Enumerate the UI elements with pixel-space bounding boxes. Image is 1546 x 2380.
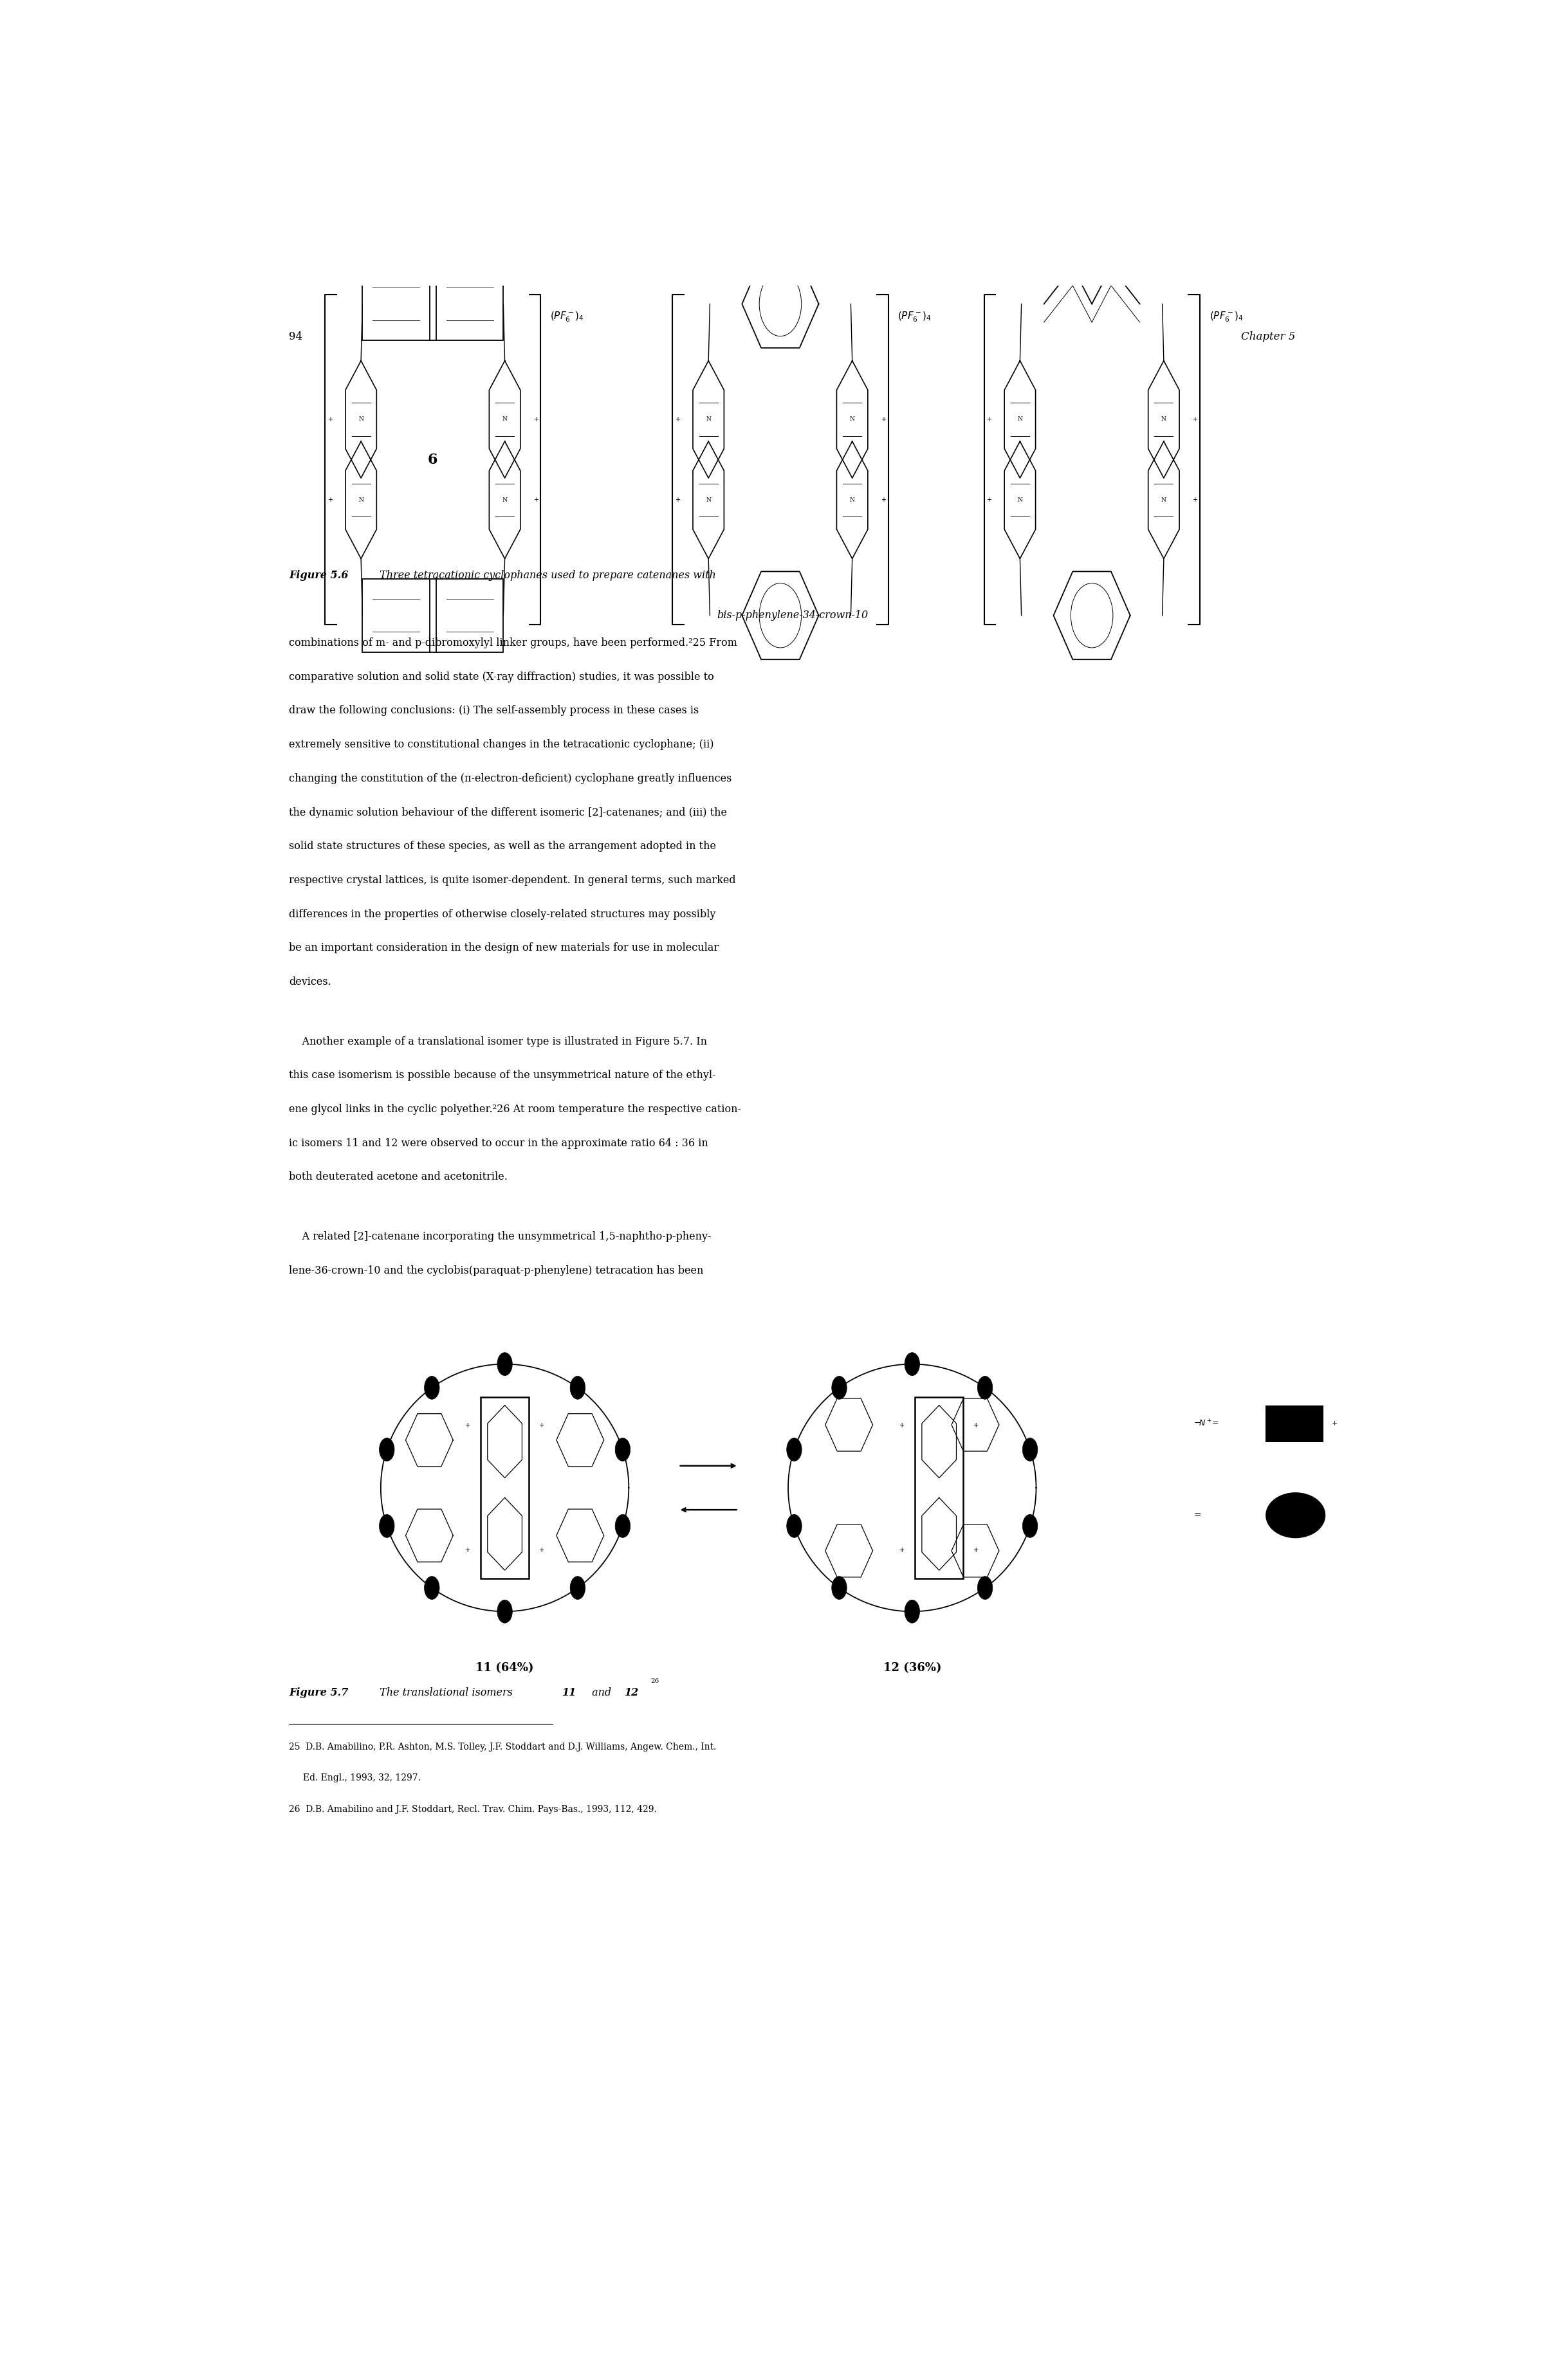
Circle shape [1022,1514,1037,1537]
Circle shape [1022,1438,1037,1461]
Text: +: + [1192,416,1198,424]
Circle shape [977,1576,993,1599]
Circle shape [977,1376,993,1399]
Text: this case isomerism is possible because of the unsymmetrical nature of the ethyl: this case isomerism is possible because … [289,1071,716,1081]
Bar [481,1397,529,1578]
Text: N: N [359,497,363,502]
Text: Three tetracationic cyclophanes used to prepare catenanes with: Three tetracationic cyclophanes used to … [377,569,716,581]
Circle shape [498,1352,512,1376]
Circle shape [904,1352,920,1376]
Text: ene glycol links in the cyclic polyether.²26 At room temperature the respective : ene glycol links in the cyclic polyether… [289,1104,742,1114]
Circle shape [570,1576,586,1599]
Bar [915,1397,963,1578]
Text: N: N [502,497,507,502]
Text: extremely sensitive to constitutional changes in the tetracationic cyclophane; (: extremely sensitive to constitutional ch… [289,740,714,750]
Text: A related [2]-catenane incorporating the unsymmetrical 1,5-naphtho-p-pheny-: A related [2]-catenane incorporating the… [289,1230,711,1242]
Text: comparative solution and solid state (X-ray diffraction) studies, it was possibl: comparative solution and solid state (X-… [289,671,714,683]
Text: +: + [465,1547,470,1554]
Text: solid state structures of these species, as well as the arrangement adopted in t: solid state structures of these species,… [289,840,716,852]
Text: 25  D.B. Amabilino, P.R. Ashton, M.S. Tolley, J.F. Stoddart and D.J. Williams, A: 25 D.B. Amabilino, P.R. Ashton, M.S. Tol… [289,1742,716,1752]
Text: the dynamic solution behaviour of the different isomeric [2]-catenanes; and (iii: the dynamic solution behaviour of the di… [289,807,727,819]
Text: Figure 5.6: Figure 5.6 [289,569,348,581]
Text: $(PF_6^-)_4$: $(PF_6^-)_4$ [898,309,932,324]
Text: $(PF_6^-)_4$: $(PF_6^-)_4$ [550,309,584,324]
Text: N: N [1017,497,1022,502]
Circle shape [787,1438,802,1461]
Text: N: N [707,497,711,502]
Text: N: N [502,416,507,421]
Text: N: N [850,497,855,502]
Text: Chapter 5: Chapter 5 [1241,331,1296,343]
Text: +: + [328,497,332,502]
Circle shape [570,1376,586,1399]
Text: +: + [1192,497,1198,502]
Text: 12: 12 [625,1687,638,1699]
Circle shape [379,1514,394,1537]
Text: Another example of a translational isomer type is illustrated in Figure 5.7. In: Another example of a translational isome… [289,1035,707,1047]
Text: $(PF_6^-)_4$: $(PF_6^-)_4$ [1209,309,1243,324]
Text: +: + [465,1421,470,1428]
Text: 94: 94 [289,331,303,343]
Text: +: + [881,497,886,502]
Text: lene-36-crown-10 and the cyclobis(paraquat-p-phenylene) tetracation has been: lene-36-crown-10 and the cyclobis(paraqu… [289,1266,703,1276]
Text: N: N [1017,416,1022,421]
Text: +: + [533,497,538,502]
Text: +: + [974,1547,979,1554]
Text: ic isomers 11 and 12 were observed to occur in the approximate ratio 64 : 36 in: ic isomers 11 and 12 were observed to oc… [289,1138,708,1150]
Text: 26  D.B. Amabilino and J.F. Stoddart, Recl. Trav. Chim. Pays-Bas., 1993, 112, 42: 26 D.B. Amabilino and J.F. Stoddart, Rec… [289,1804,657,1814]
Text: $-\!N^+\!\!=$: $-\!N^+\!\!=$ [1194,1418,1220,1428]
Circle shape [498,1599,512,1623]
Text: +: + [533,416,538,424]
Text: +: + [540,1421,544,1428]
Text: and: and [589,1687,614,1699]
Text: N: N [359,416,363,421]
Circle shape [424,1576,439,1599]
Text: devices.: devices. [289,976,331,988]
Circle shape [424,1376,439,1399]
Text: combinations of m- and p-dibromoxylyl linker groups, have been performed.²25 Fro: combinations of m- and p-dibromoxylyl li… [289,638,737,647]
Text: The translational isomers: The translational isomers [377,1687,516,1699]
Text: bis-p-phenylene-34-crown-10: bis-p-phenylene-34-crown-10 [717,609,867,621]
Text: +: + [881,416,886,424]
Text: 12 (36%): 12 (36%) [883,1661,942,1673]
Text: N: N [1161,416,1166,421]
Text: Ed. Engl., 1993, 32, 1297.: Ed. Engl., 1993, 32, 1297. [289,1773,421,1783]
Text: +: + [986,416,991,424]
Text: changing the constitution of the (π-electron-deficient) cyclophane greatly influ: changing the constitution of the (π-elec… [289,774,731,783]
Text: N: N [850,416,855,421]
Text: be an important consideration in the design of new materials for use in molecula: be an important consideration in the des… [289,942,719,954]
Text: +: + [674,416,680,424]
Text: 11: 11 [563,1687,577,1699]
Circle shape [787,1514,802,1537]
Text: +: + [540,1547,544,1554]
Text: both deuterated acetone and acetonitrile.: both deuterated acetone and acetonitrile… [289,1171,507,1183]
Circle shape [615,1438,631,1461]
Circle shape [904,1599,920,1623]
Text: +: + [900,1547,904,1554]
Text: draw the following conclusions: (i) The self-assembly process in these cases is: draw the following conclusions: (i) The … [289,704,699,716]
Text: +: + [674,497,680,502]
Text: respective crystal lattices, is quite isomer-dependent. In general terms, such m: respective crystal lattices, is quite is… [289,876,736,885]
Circle shape [832,1376,847,1399]
Text: +: + [974,1421,979,1428]
Text: 11 (64%): 11 (64%) [476,1661,533,1673]
Text: differences in the properties of otherwise closely-related structures may possib: differences in the properties of otherwi… [289,909,716,919]
Text: 26: 26 [651,1678,660,1685]
Circle shape [615,1514,631,1537]
Text: +: + [1331,1421,1337,1428]
Text: +: + [900,1421,904,1428]
Text: N: N [1161,497,1166,502]
Text: 6: 6 [428,452,438,466]
Text: +: + [986,497,991,502]
Circle shape [832,1576,847,1599]
Circle shape [379,1438,394,1461]
Text: Figure 5.7: Figure 5.7 [289,1687,348,1699]
Text: +: + [328,416,332,424]
Ellipse shape [1266,1492,1325,1537]
Text: =: = [1194,1511,1201,1521]
Text: N: N [707,416,711,421]
Bar [1266,1404,1323,1442]
